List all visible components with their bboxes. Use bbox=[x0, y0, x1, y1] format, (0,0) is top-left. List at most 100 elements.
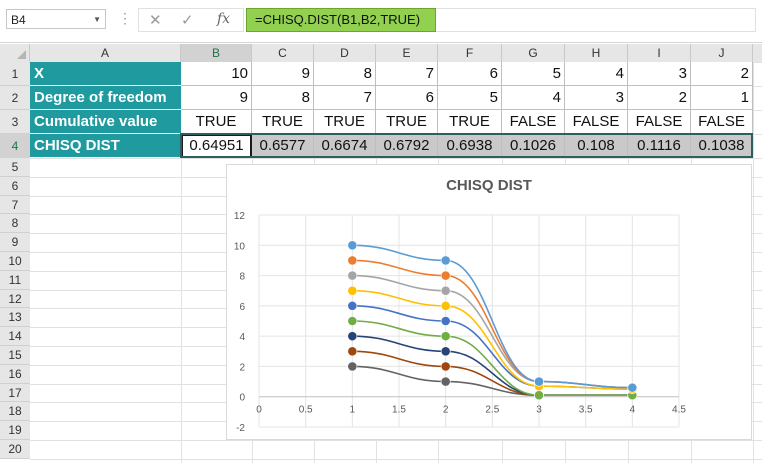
row-header-18[interactable]: 18 bbox=[0, 402, 30, 422]
formula-input-extension[interactable] bbox=[436, 8, 756, 32]
column-header-i[interactable]: I bbox=[628, 44, 691, 62]
table-cell[interactable]: 0.1026 bbox=[502, 134, 565, 158]
row-header-4[interactable]: 4 bbox=[0, 134, 30, 158]
table-cell[interactable]: 0.1116 bbox=[628, 134, 691, 158]
column-header-f[interactable]: F bbox=[438, 44, 502, 62]
table-cell[interactable]: 7 bbox=[314, 86, 376, 110]
row-header-1[interactable]: 1 bbox=[0, 62, 30, 86]
column-header-c[interactable]: C bbox=[252, 44, 314, 62]
table-cell[interactable]: 2 bbox=[691, 62, 753, 86]
table-cell[interactable]: TRUE bbox=[314, 110, 376, 134]
row-label[interactable]: CHISQ DIST bbox=[30, 134, 181, 158]
table-cell[interactable]: 8 bbox=[252, 86, 314, 110]
row-header-3[interactable]: 3 bbox=[0, 110, 30, 134]
row-header-6[interactable]: 6 bbox=[0, 176, 30, 196]
column-header-b[interactable]: B bbox=[181, 44, 252, 62]
table-cell[interactable]: TRUE bbox=[252, 110, 314, 134]
row-header-11[interactable]: 11 bbox=[0, 270, 30, 290]
column-header-d[interactable]: D bbox=[314, 44, 376, 62]
column-headers: A B C D E F G H I J bbox=[0, 44, 762, 63]
table-cell[interactable]: 1 bbox=[691, 86, 753, 110]
table-cell[interactable]: 0.64951 bbox=[181, 134, 252, 158]
formula-buttons: ✕ ✓ fx bbox=[138, 8, 244, 32]
row-label[interactable]: Degree of freedom bbox=[30, 86, 181, 110]
grid-line-horizontal bbox=[30, 158, 762, 159]
table-cell[interactable]: 4 bbox=[565, 62, 628, 86]
x-tick-label: 2 bbox=[443, 405, 449, 416]
table-cell[interactable]: 0.108 bbox=[565, 134, 628, 158]
data-point bbox=[440, 376, 451, 387]
table-cell[interactable]: 3 bbox=[628, 62, 691, 86]
table-cell[interactable]: TRUE bbox=[181, 110, 252, 134]
name-box[interactable]: B4 ▼ bbox=[6, 9, 106, 29]
row-header-5[interactable]: 5 bbox=[0, 158, 30, 177]
table-cell[interactable]: 6 bbox=[438, 62, 502, 86]
data-point bbox=[440, 255, 451, 266]
row-header-7[interactable]: 7 bbox=[0, 195, 30, 215]
column-header-g[interactable]: G bbox=[502, 44, 565, 62]
cancel-icon[interactable]: ✕ bbox=[149, 12, 162, 29]
table-cell[interactable]: 0.6577 bbox=[252, 134, 314, 158]
data-point bbox=[440, 346, 451, 357]
formula-bar: B4 ▼ ⋮ ✕ ✓ fx =CHISQ.DIST(B1,B2,TRUE) bbox=[0, 0, 762, 43]
select-all-button[interactable] bbox=[0, 44, 30, 62]
more-icon: ⋮ bbox=[118, 10, 132, 26]
row-header-12[interactable]: 12 bbox=[0, 289, 30, 309]
row-header-13[interactable]: 13 bbox=[0, 308, 30, 328]
table-cell[interactable]: 10 bbox=[181, 62, 252, 86]
row-header-20[interactable]: 20 bbox=[0, 440, 30, 459]
row-header-19[interactable]: 19 bbox=[0, 421, 30, 440]
row-header-17[interactable]: 17 bbox=[0, 383, 30, 403]
table-cell[interactable]: 0.6792 bbox=[376, 134, 438, 158]
table-cell[interactable]: 5 bbox=[438, 86, 502, 110]
row-label[interactable]: Cumulative value bbox=[30, 110, 181, 134]
data-point bbox=[347, 300, 358, 311]
row-header-8[interactable]: 8 bbox=[0, 214, 30, 234]
formula-input[interactable]: =CHISQ.DIST(B1,B2,TRUE) bbox=[246, 8, 436, 32]
row-header-9[interactable]: 9 bbox=[0, 233, 30, 252]
table-cell[interactable]: 5 bbox=[502, 62, 565, 86]
chart-plot: -2 0 2 4 6 8 10 12 0 0.5 1 1.5 2 2.5 3 3.5 4 4.5 bbox=[234, 211, 687, 434]
table-cell[interactable]: 2 bbox=[628, 86, 691, 110]
x-tick-label: 2.5 bbox=[485, 405, 499, 416]
data-point bbox=[347, 331, 358, 342]
x-tick-label: 3.5 bbox=[579, 405, 593, 416]
table-cell[interactable]: 9 bbox=[252, 62, 314, 86]
grid-line-vertical bbox=[181, 62, 182, 463]
data-point bbox=[347, 270, 358, 281]
row-label[interactable]: X bbox=[30, 62, 181, 86]
y-tick-label: 4 bbox=[239, 332, 245, 343]
table-cell[interactable]: 3 bbox=[565, 86, 628, 110]
table-cell[interactable]: 8 bbox=[314, 62, 376, 86]
row-header-10[interactable]: 10 bbox=[0, 252, 30, 271]
row-header-16[interactable]: 16 bbox=[0, 364, 30, 384]
name-box-value: B4 bbox=[11, 13, 26, 27]
table-cell[interactable]: 0.1038 bbox=[691, 134, 753, 158]
data-point bbox=[440, 270, 451, 281]
table-cell[interactable]: FALSE bbox=[628, 110, 691, 134]
grid-line-horizontal bbox=[30, 458, 762, 460]
enter-icon[interactable]: ✓ bbox=[181, 12, 194, 29]
table-cell[interactable]: 9 bbox=[181, 86, 252, 110]
table-cell[interactable]: 0.6674 bbox=[314, 134, 376, 158]
row-header-15[interactable]: 15 bbox=[0, 346, 30, 365]
table-cell[interactable]: 4 bbox=[502, 86, 565, 110]
row-header-14[interactable]: 14 bbox=[0, 327, 30, 346]
table-cell[interactable]: 7 bbox=[376, 62, 438, 86]
chevron-down-icon[interactable]: ▼ bbox=[93, 15, 101, 24]
chart[interactable]: CHISQ DIST -2 0 2 4 6 8 10 12 0 0.5 1 1.5 2 2.5 3 3.5 4 4… bbox=[226, 164, 752, 440]
function-icon[interactable]: fx bbox=[217, 11, 231, 27]
column-header-e[interactable]: E bbox=[376, 44, 438, 62]
column-header-a[interactable]: A bbox=[30, 44, 181, 62]
column-header-j[interactable]: J bbox=[691, 44, 753, 62]
table-cell[interactable]: FALSE bbox=[691, 110, 753, 134]
table-cell[interactable]: FALSE bbox=[565, 110, 628, 134]
table-cell[interactable]: TRUE bbox=[376, 110, 438, 134]
table-cell[interactable]: 0.6938 bbox=[438, 134, 502, 158]
column-header-h[interactable]: H bbox=[565, 44, 628, 62]
table-cell[interactable]: 6 bbox=[376, 86, 438, 110]
row-header-2[interactable]: 2 bbox=[0, 86, 30, 110]
table-cell[interactable]: FALSE bbox=[502, 110, 565, 134]
table-cell[interactable]: TRUE bbox=[438, 110, 502, 134]
data-point bbox=[347, 240, 358, 251]
